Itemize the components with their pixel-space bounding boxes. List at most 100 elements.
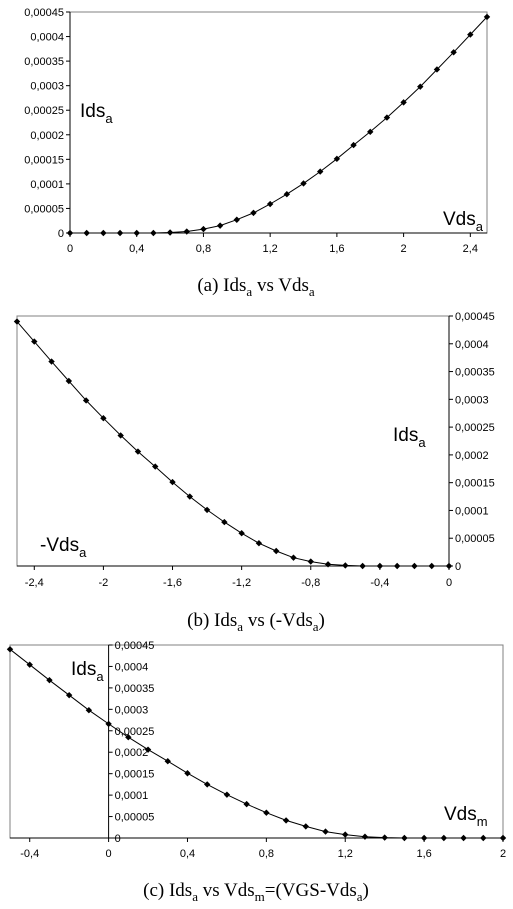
x-tick-label: 0,8 [259,848,274,860]
data-point [333,155,341,163]
data-point [324,561,332,568]
data-point [85,706,93,714]
y-tick-label: 0,0002 [30,130,64,142]
data-point [46,676,53,684]
data-point [342,831,349,838]
y-tick-label: 0,0002 [115,747,149,759]
x-tick-label: -2,4 [25,577,44,589]
data-point [105,720,112,728]
data-point [223,791,231,798]
data-point [417,83,424,90]
y-axis-label: Idsa [71,659,104,684]
x-tick-label: -0,8 [301,577,320,589]
data-point [440,834,448,842]
data-point [400,99,407,106]
y-tick-label: 0,0001 [115,790,149,802]
data-point [133,229,140,237]
x-axis-label: -Vdsa [40,535,87,560]
y-tick-label: 0 [455,561,461,573]
x-tick-label: 0,4 [180,848,195,860]
y-axis-label: Idsa [393,425,426,450]
data-point [302,823,309,830]
x-tick-label: 1,2 [338,848,353,860]
y-tick-label: 0,00045 [115,640,155,652]
series-line [9,648,503,839]
series-line [16,321,449,567]
y-tick-label: 0,0003 [115,704,149,716]
data-point [322,828,329,835]
y-tick-label: 0,00005 [24,203,64,215]
data-point [166,229,174,236]
y-tick-label: 0 [115,833,121,845]
figure-caption: (b) Idsa vs (-Vdsa) [187,610,325,634]
data-point [233,216,240,223]
data-point [361,833,369,840]
x-tick-label: 1,2 [263,243,278,255]
data-point [480,834,487,842]
y-tick-label: 0,0002 [455,450,489,462]
data-point [144,746,152,753]
x-tick-label: 2 [401,243,407,255]
data-point [216,222,224,229]
data-point [381,834,388,841]
y-tick-label: 0,0001 [455,505,489,517]
y-tick-label: 0,00015 [455,478,495,490]
data-point [266,200,274,208]
figure-caption: (a) Idsa vs Vdsa [197,275,315,299]
y-tick-label: 0,00035 [24,56,64,68]
data-point [186,493,193,500]
data-point [250,209,257,217]
data-point [342,562,349,569]
y-tick-label: 0,0001 [30,179,64,191]
x-tick-label: 2 [500,848,506,860]
y-tick-label: 0,00025 [24,105,64,117]
data-point [445,562,453,570]
x-axis-label: Vdsm [444,804,488,829]
data-point [83,229,90,237]
series-line [70,16,488,234]
chart-1: 0 0,00005 0,0001 0,00015 0,0002 0,00025 0,0003… [24,7,491,299]
data-point [116,229,124,237]
data-point [203,506,211,514]
data-point [243,800,250,808]
x-tick-label: -1,6 [163,577,182,589]
y-tick-label: 0,00035 [455,367,495,379]
y-tick-label: 0,00015 [24,154,64,166]
x-tick-label: 0 [106,848,112,860]
data-point [483,13,491,21]
plot-frame [16,315,450,567]
data-point [450,49,457,56]
y-tick-label: 0,0003 [30,81,64,93]
data-point [134,448,142,455]
x-tick-label: 0,8 [196,243,211,255]
data-point [48,358,55,365]
x-tick-label: -0,4 [370,577,389,589]
data-point [350,141,357,149]
y-tick-label: 0,00005 [455,533,495,545]
y-tick-label: 0,00025 [455,422,495,434]
data-point [428,562,435,570]
y-tick-label: 0,0004 [455,339,489,351]
data-point [238,530,245,537]
x-tick-label: -0,4 [20,848,39,860]
y-tick-label: 0 [58,228,64,240]
data-point [393,562,401,570]
x-tick-label: 2,4 [463,243,478,255]
data-point [255,540,263,547]
data-point [169,478,176,486]
chart-3: 00,000050,00010,000150,00020,000250,0003… [6,640,507,904]
y-tick-label: 0,00035 [115,683,155,695]
data-point [282,817,290,824]
data-point [383,114,391,121]
y-axis-label: Idsa [80,101,113,126]
x-tick-label: 1,6 [416,848,431,860]
data-point [263,809,270,816]
data-point [204,781,211,788]
data-point [31,338,38,345]
data-point [401,834,408,842]
x-tick-label: 1,6 [329,243,344,255]
y-tick-label: 0,0004 [30,32,64,44]
y-tick-label: 0,0004 [115,661,149,673]
data-point [100,229,107,237]
